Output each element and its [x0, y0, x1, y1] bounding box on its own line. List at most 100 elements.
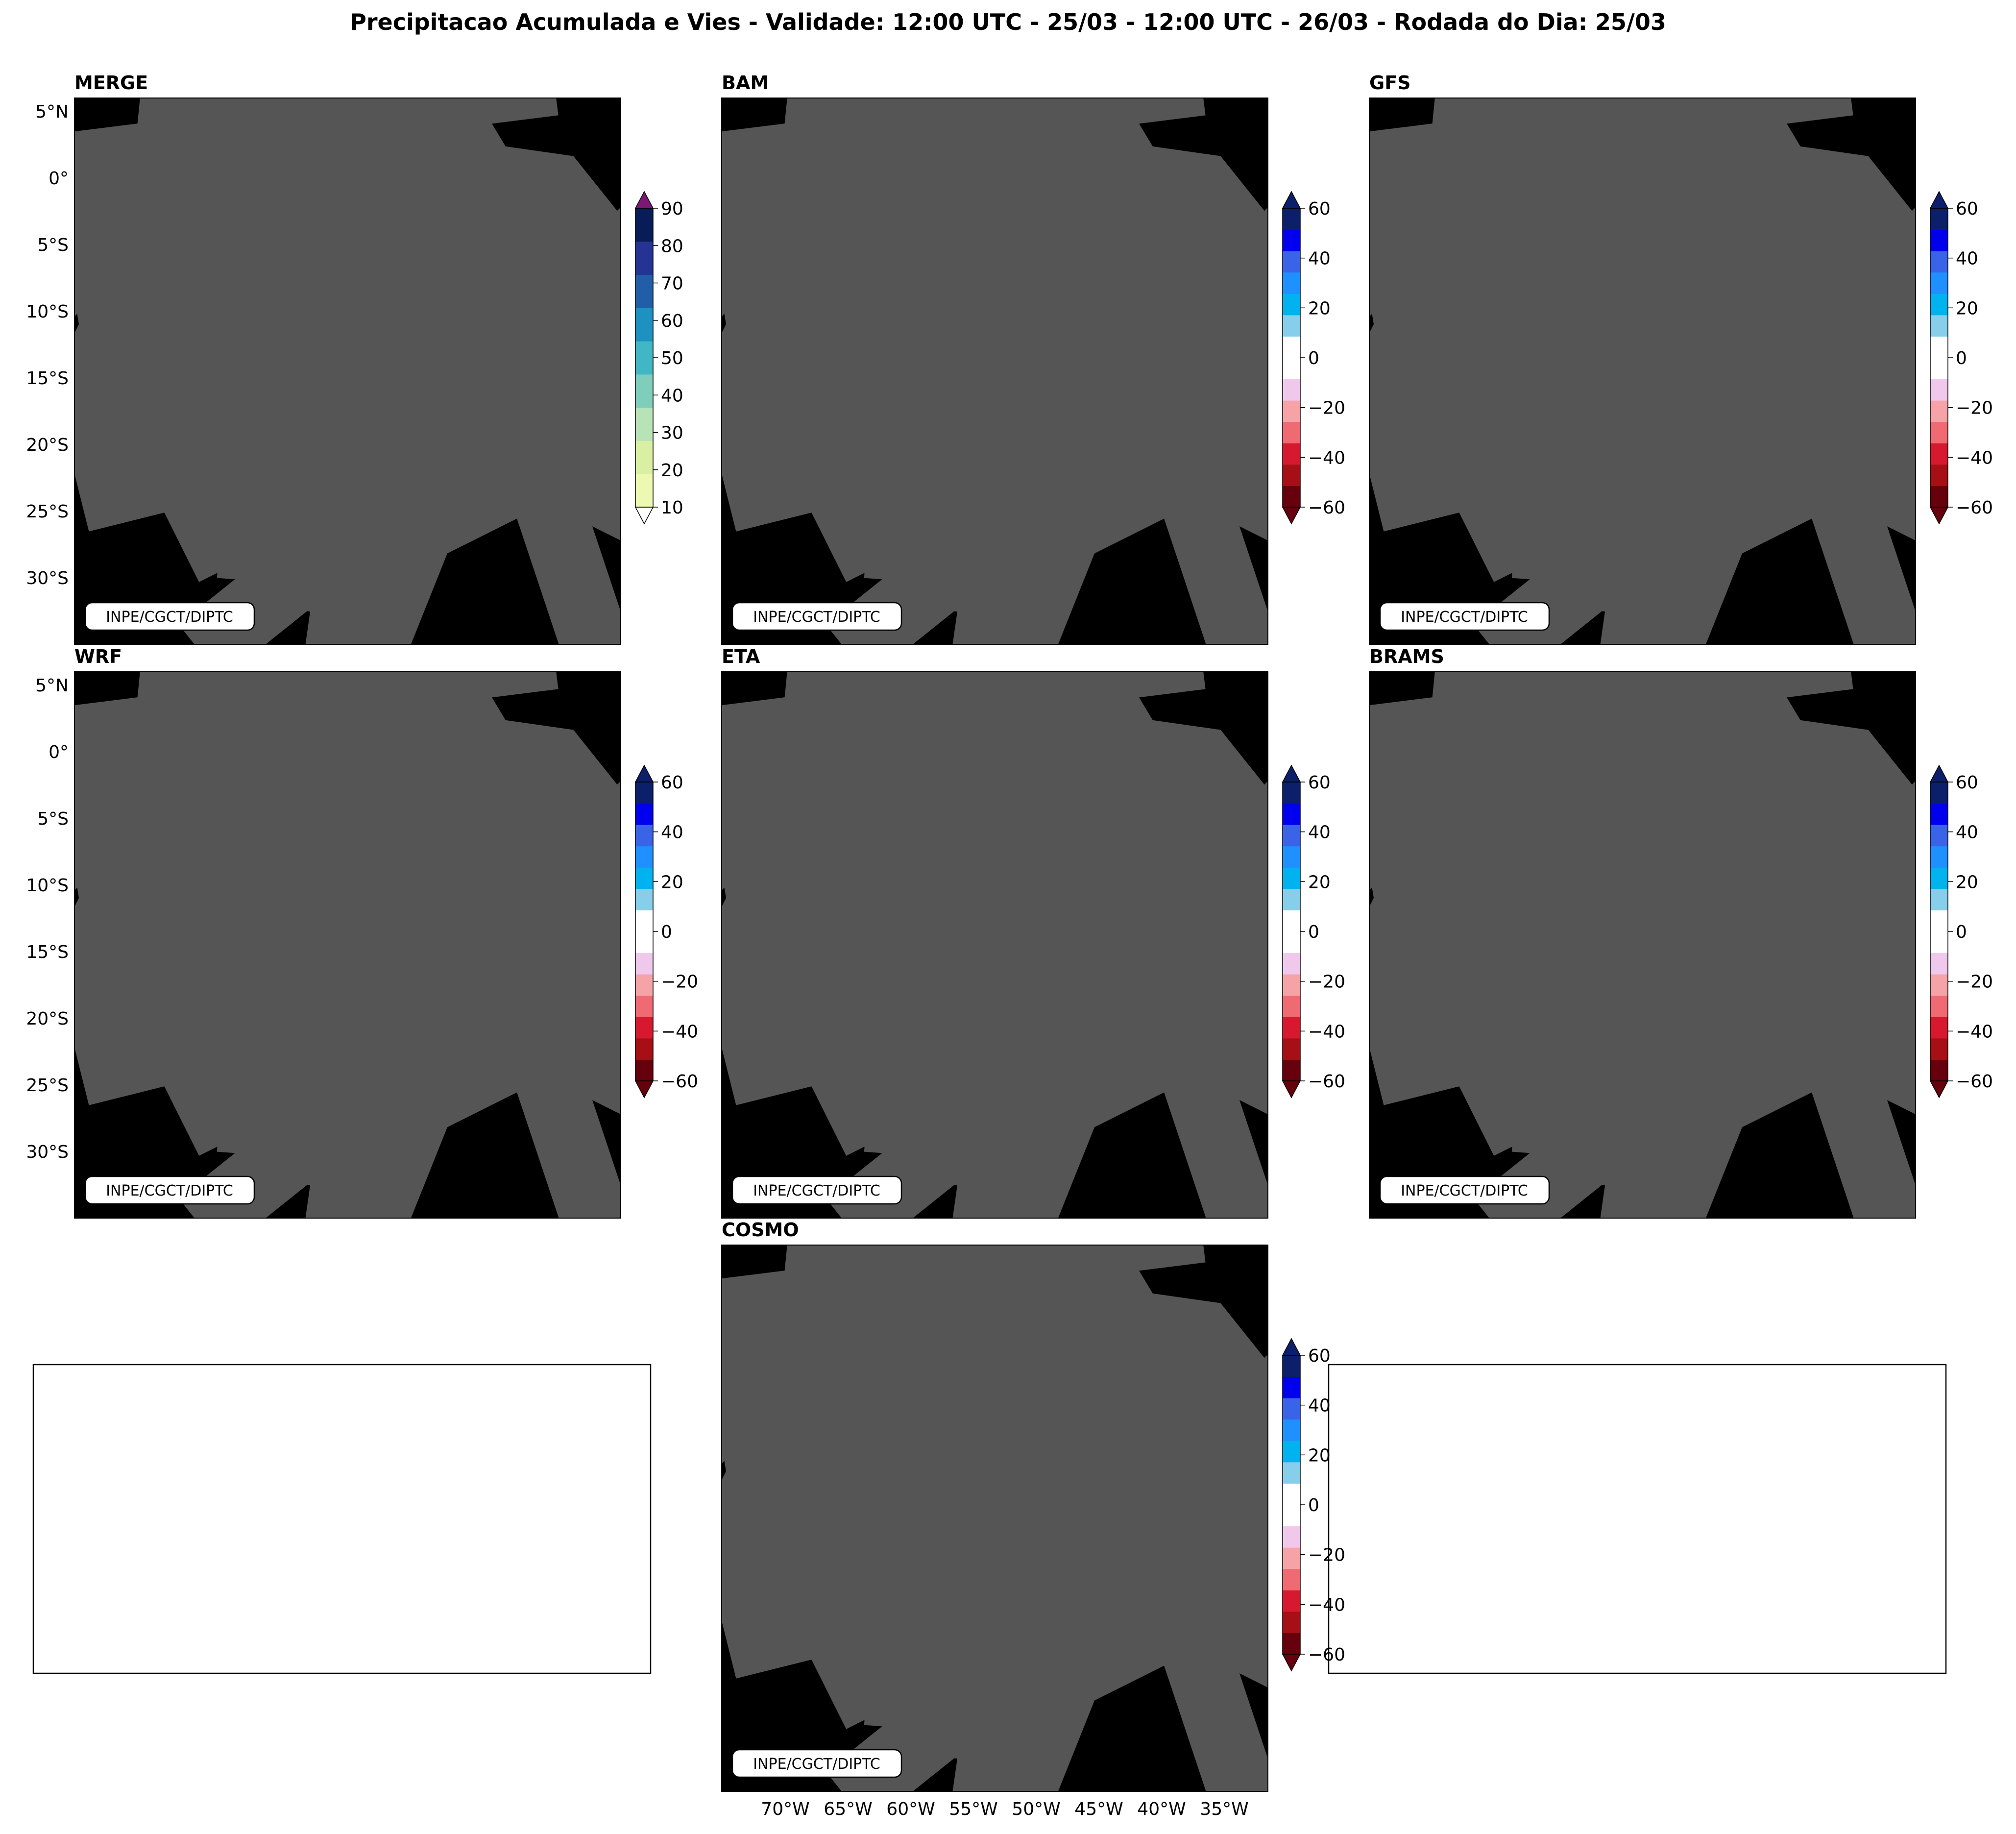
svg-text:INPE/CGCT/DIPTC: INPE/CGCT/DIPTC: [1401, 1182, 1528, 1199]
colorbar-tick-label: −60: [661, 1072, 698, 1092]
latitude-tick-label: 30°S: [26, 568, 69, 588]
panel-title: WRF: [74, 646, 122, 667]
panel-title: GFS: [1369, 72, 1411, 94]
svg-text:INPE/CGCT/DIPTC: INPE/CGCT/DIPTC: [753, 609, 880, 626]
colorbar-tick-label: −20: [1956, 972, 1993, 992]
colorbar-tick-label: 20: [1308, 298, 1331, 318]
latitude-tick-label: 0°: [49, 169, 69, 189]
colorbar-tick-label: 20: [1308, 872, 1331, 892]
colorbar-tick-label: −20: [1308, 972, 1345, 992]
latitude-tick-label: 10°S: [26, 302, 69, 322]
colorbar-tick-label: 70: [661, 274, 683, 294]
svg-text:INPE/CGCT/DIPTC: INPE/CGCT/DIPTC: [753, 1756, 880, 1773]
colorbar-tick-label: 20: [661, 872, 683, 892]
colorbar-tick-label: 0: [1308, 1495, 1319, 1516]
colorbar-tick-label: 0: [1956, 348, 1967, 368]
longitude-tick-label: 55°W: [949, 1799, 997, 1819]
colorbar-tick-label: −40: [661, 1022, 698, 1042]
credit-label: INPE/CGCT/DIPTC: [1379, 1175, 1550, 1205]
field-shading: [74, 672, 621, 1218]
panel-title: ETA: [722, 646, 760, 667]
svg-text:INPE/CGCT/DIPTC: INPE/CGCT/DIPTC: [1401, 609, 1528, 626]
panel-title: BRAMS: [1369, 646, 1444, 667]
coastline-borders: [74, 672, 610, 1218]
latitude-tick-label: 5°N: [35, 676, 69, 696]
map-panel-wrf: WRF INPE/CGCT/DIPTC 5°N 0° 5°S 10°S 15°S 20°S 25…: [26, 646, 698, 1219]
map-panel-bam: BAM INPE/CGCT/DIPTC 60 40 20 0 −20 −40 −60: [721, 72, 1345, 645]
colorbar-tick-label: 60: [661, 311, 683, 331]
panel-title: BAM: [722, 72, 769, 94]
field-shading: [74, 98, 621, 644]
field-shading: [722, 98, 1268, 644]
colorbar-tick-label: −20: [1956, 398, 1993, 418]
colorbar: 60 40 20 0 −20 −40 −60: [634, 764, 698, 1099]
latitude-tick-label: 5°S: [37, 809, 69, 829]
credit-label: INPE/CGCT/DIPTC: [84, 1175, 255, 1205]
colorbar-tick-label: −60: [1956, 498, 1993, 518]
field-shading: [1369, 98, 1916, 644]
coastline-borders: [1369, 98, 1905, 644]
figure-title: Precipitacao Acumulada e Vies - Validade…: [350, 9, 1666, 35]
latitude-tick-label: 20°S: [26, 435, 69, 455]
longitude-tick-label: 70°W: [761, 1799, 809, 1819]
colorbar-tick-label: 40: [1956, 823, 1978, 843]
coastline-borders: [722, 1245, 1257, 1791]
colorbar: 60 40 20 0 −20 −40 −60: [1929, 191, 1993, 525]
latitude-tick-label: 25°S: [26, 502, 69, 522]
colorbar-tick-label: −60: [1308, 1072, 1345, 1092]
colorbar-tick-label: −20: [1308, 1545, 1345, 1565]
empty-axes-left: [32, 1364, 652, 1674]
colorbar-tick-label: 60: [1956, 773, 1978, 793]
colorbar-tick-label: 20: [1308, 1445, 1331, 1466]
colorbar-tick-label: 50: [661, 348, 683, 368]
latitude-tick-label: 15°S: [26, 942, 69, 962]
svg-text:INPE/CGCT/DIPTC: INPE/CGCT/DIPTC: [106, 609, 233, 626]
colorbar: 60 40 20 0 −20 −40 −60: [1282, 191, 1345, 525]
colorbar: 60 40 20 0 −20 −40 −60: [1929, 764, 1993, 1099]
colorbar-tick-label: 40: [661, 823, 683, 843]
colorbar-tick-label: 80: [661, 236, 683, 256]
colorbar-tick-label: 40: [661, 386, 683, 406]
coastline-borders: [74, 98, 610, 644]
field-shading: [722, 672, 1268, 1218]
panel-title: MERGE: [74, 72, 148, 94]
colorbar-tick-label: 30: [661, 423, 683, 443]
map-panel-cosmo: COSMO INPE/CGCT/DIPTC 70°W 65°W 60°W 55°W 50°W…: [721, 1219, 1345, 1819]
colorbar-tick-label: 0: [1308, 922, 1319, 942]
latitude-tick-label: 0°: [49, 742, 69, 762]
colorbar: 60 40 20 0 −20 −40 −60: [1282, 764, 1345, 1099]
map-panel-eta: ETA INPE/CGCT/DIPTC 60 40 20 0 −20 −40 −60: [721, 646, 1345, 1219]
latitude-tick-label: 30°S: [26, 1142, 69, 1162]
colorbar-tick-label: 60: [1956, 199, 1978, 219]
colorbar-tick-label: −60: [1308, 1645, 1345, 1665]
colorbar-tick-label: 40: [1308, 823, 1331, 843]
map-panel-brams: BRAMS INPE/CGCT/DIPTC 60 40 20 0 −20 −40 −60: [1369, 646, 1993, 1219]
coastline-borders: [722, 98, 1257, 644]
colorbar-tick-label: −60: [1308, 498, 1345, 518]
svg-text:INPE/CGCT/DIPTC: INPE/CGCT/DIPTC: [106, 1182, 233, 1199]
credit-label: INPE/CGCT/DIPTC: [731, 602, 902, 631]
colorbar-tick-label: −40: [1308, 1022, 1345, 1042]
credit-label: INPE/CGCT/DIPTC: [1379, 602, 1550, 631]
colorbar-tick-label: −40: [1308, 1595, 1345, 1615]
colorbar-tick-label: −20: [661, 972, 698, 992]
longitude-tick-label: 50°W: [1012, 1799, 1060, 1819]
colorbar-tick-label: −40: [1956, 448, 1993, 468]
colorbar-tick-label: 60: [1308, 199, 1331, 219]
colorbar-tick-label: 0: [1956, 922, 1967, 942]
map-panel-merge: MERGE INPE/CGCT/DIPTC 5°N 0° 5°S 10°S 15°S 20°S…: [26, 72, 683, 645]
colorbar-tick-label: −60: [1956, 1072, 1993, 1092]
colorbar-tick-label: 60: [661, 773, 683, 793]
latitude-tick-label: 15°S: [26, 368, 69, 389]
latitude-tick-label: 5°S: [37, 235, 69, 255]
longitude-tick-label: 40°W: [1137, 1799, 1186, 1819]
latitude-tick-label: 20°S: [26, 1009, 69, 1029]
colorbar-tick-label: 0: [661, 922, 672, 942]
colorbar-tick-label: 40: [1956, 249, 1978, 269]
colorbar-tick-label: 60: [1308, 1346, 1331, 1366]
svg-text:INPE/CGCT/DIPTC: INPE/CGCT/DIPTC: [753, 1182, 880, 1199]
colorbar-tick-label: 40: [1308, 1396, 1331, 1416]
coastline-borders: [1369, 672, 1905, 1218]
latitude-tick-label: 10°S: [26, 876, 69, 896]
